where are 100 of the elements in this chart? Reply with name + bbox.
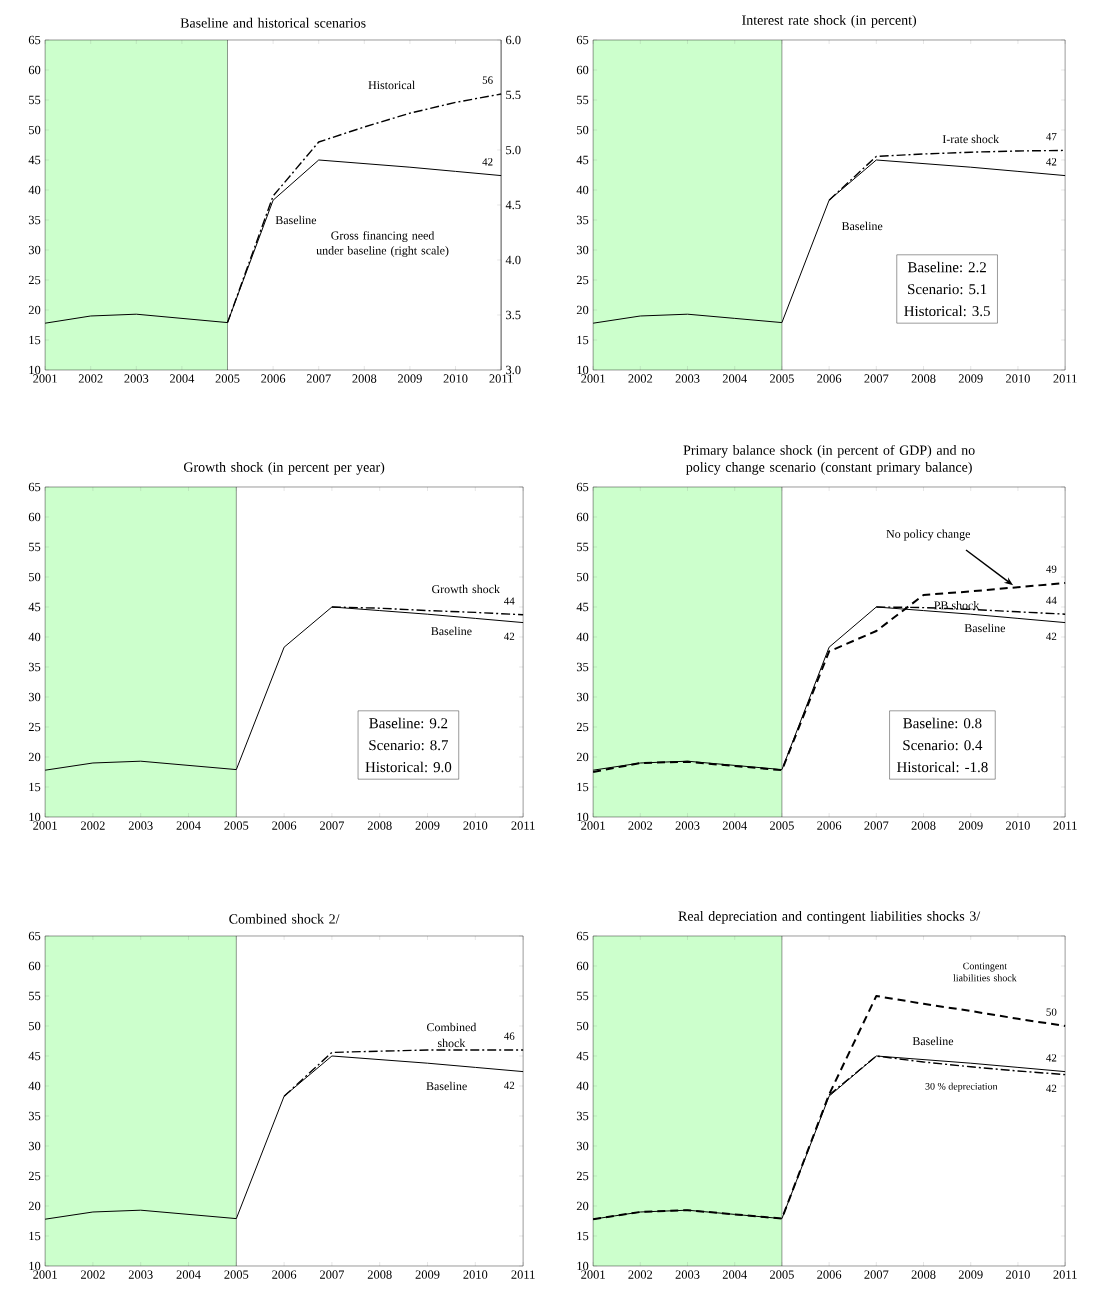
x-tick-label: 2010	[1005, 374, 1030, 383]
y-tick-label: 20	[576, 305, 589, 315]
x-tick-label: 2009	[415, 1270, 440, 1279]
y-tick-label: 15	[577, 782, 589, 792]
chart-title: Real depreciation and contingent liabilities shocks 3/	[678, 910, 981, 924]
y-tick-label: 50	[28, 125, 41, 135]
x-tick-label: 2004	[169, 374, 195, 383]
data-label: 42	[482, 158, 493, 166]
y-tick-label: 25	[28, 275, 41, 285]
x-tick-label: 2011	[511, 821, 535, 830]
y-tick-label: 40	[28, 185, 41, 195]
y-tick-label: 10	[577, 365, 589, 375]
y-tick-label: 20	[28, 752, 41, 762]
x-tick-label: 2008	[352, 374, 377, 383]
x-tick-label: 2003	[124, 374, 149, 383]
x-tick-label: 2011	[1053, 374, 1077, 383]
annotation: Historical: 9.0	[365, 761, 452, 773]
y-tick-label: 25	[28, 1171, 41, 1181]
y-tick-label: 15	[577, 1231, 589, 1241]
x-tick-label: 2011	[1053, 821, 1077, 830]
data-label: 42	[1046, 158, 1057, 166]
y-tick-label: 30	[28, 245, 41, 255]
y2-tick-label: 5.5	[506, 90, 521, 100]
y-tick-label: 25	[576, 722, 589, 732]
x-tick-label: 2007	[319, 821, 344, 830]
y-tick-label: 40	[28, 632, 41, 642]
series-label: Baseline	[431, 626, 472, 636]
x-tick-label: 2007	[864, 1270, 889, 1279]
data-label: 47	[1046, 132, 1057, 141]
annotation: Baseline: 0.8	[903, 717, 982, 729]
x-tick-label: 2009	[958, 1270, 983, 1279]
y-tick-label: 15	[577, 335, 589, 345]
y-tick-label: 60	[28, 512, 41, 522]
x-tick-label: 2008	[911, 1270, 936, 1279]
chart-title: Growth shock (in percent per year)	[183, 461, 385, 475]
x-tick-label: 2008	[367, 1270, 392, 1279]
chart-title: Combined shock 2/	[229, 913, 340, 924]
y-tick-label: 50	[28, 572, 41, 582]
y-tick-label: 30	[576, 245, 589, 255]
x-tick-label: 2003	[128, 821, 153, 830]
y-tick-label: 15	[29, 335, 41, 345]
series-label: Baseline	[912, 1036, 954, 1046]
y-tick-label: 60	[28, 65, 41, 75]
y-tick-label: 35	[576, 662, 589, 672]
data-label: 42	[503, 632, 515, 641]
y-tick-label: 45	[576, 155, 589, 165]
x-tick-label: 2005	[224, 821, 249, 830]
y-tick-label: 20	[576, 752, 589, 762]
y-tick-label: 15	[29, 782, 41, 792]
x-tick-label: 2005	[769, 1270, 794, 1279]
y-tick-label: 15	[29, 1231, 41, 1241]
data-label: 44	[1046, 596, 1057, 604]
x-tick-label: 2009	[415, 821, 440, 830]
x-tick-label: 2001	[581, 1270, 605, 1279]
x-tick-label: 2006	[817, 374, 842, 383]
text: No policy change	[886, 529, 970, 541]
y-tick-label: 50	[576, 125, 589, 135]
y-tick-label: 20	[28, 305, 41, 315]
y-tick-label: 65	[576, 482, 589, 492]
x-tick-label: 2001	[581, 821, 605, 830]
x-tick-label: 2008	[367, 821, 392, 830]
y-tick-label: 55	[576, 542, 589, 552]
y-tick-label: 30	[28, 692, 41, 702]
chart-title: Interest rate shock (in percent)	[742, 15, 916, 28]
x-tick-label: 2003	[675, 1270, 700, 1279]
x-tick-label: 2010	[463, 1270, 488, 1279]
x-tick-label: 2005	[215, 374, 240, 383]
x-tick-label: 2005	[769, 374, 794, 383]
series-label: Baseline	[426, 1081, 467, 1091]
y-tick-label: 35	[576, 1111, 589, 1121]
x-tick-label: 2009	[958, 821, 983, 830]
x-tick-label: 2002	[628, 374, 653, 383]
data-label: 42	[1046, 632, 1057, 641]
y-tick-label: 40	[576, 185, 589, 195]
y-tick-label: 50	[576, 572, 589, 582]
y-tick-label: 60	[576, 961, 589, 971]
x-tick-label: 2003	[128, 1270, 153, 1279]
x-tick-label: 2006	[272, 1270, 297, 1279]
y-tick-label: 60	[576, 65, 589, 75]
y-tick-label: 35	[28, 215, 41, 225]
data-label: 49	[1046, 565, 1057, 573]
x-tick-label: 2010	[443, 374, 468, 383]
y-tick-label: 20	[28, 1201, 41, 1211]
x-tick-label: 2006	[272, 821, 297, 830]
x-tick-label: 2007	[864, 821, 889, 830]
y-tick-label: 55	[28, 991, 41, 1001]
y-tick-label: 30	[576, 1141, 589, 1151]
x-tick-label: 2011	[1053, 1270, 1077, 1279]
y-tick-label: 10	[29, 812, 41, 822]
y-tick-label: 40	[576, 1081, 589, 1091]
data-label: 42	[1046, 1084, 1057, 1093]
y-tick-label: 45	[576, 602, 589, 612]
x-tick-label: 2006	[817, 1270, 842, 1279]
x-tick-label: 2008	[911, 821, 936, 830]
data-label: 44	[503, 597, 515, 605]
series-label: Baseline	[841, 221, 883, 231]
x-tick-label: 2001	[581, 374, 605, 383]
y-tick-label: 50	[28, 1021, 41, 1031]
x-tick-label: 2010	[1005, 821, 1030, 830]
y-tick-label: 65	[28, 35, 41, 45]
